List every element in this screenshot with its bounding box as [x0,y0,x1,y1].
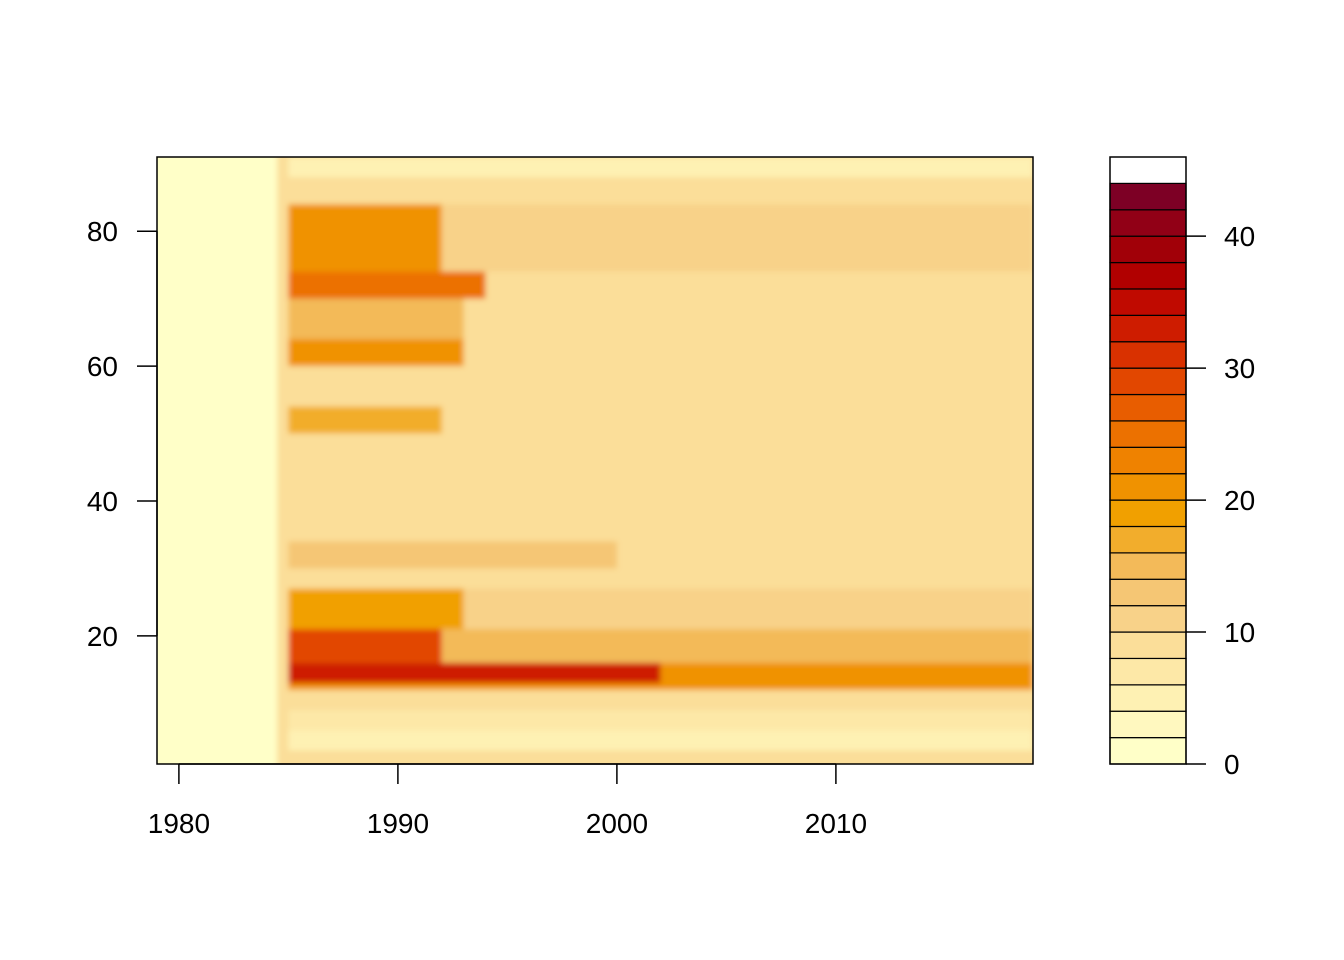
colorbar-swatch [1109,288,1187,316]
heatmap-cell [288,629,442,663]
heatmap-cell [463,588,1033,630]
colorbar-frame [1109,156,1187,765]
colorbar-swatch [1109,684,1187,712]
heatmap-cell [288,366,1033,407]
heatmap-cell [288,541,617,569]
x-tick-label: 1980 [148,808,210,839]
colorbar-swatch [1109,552,1187,580]
colorbar-tick-label: 0 [1224,749,1240,780]
x-tick-label: 2010 [805,808,867,839]
heatmap-cell [288,689,1033,711]
colorbar-swatch [1109,710,1187,739]
x-axis: 1980 1990 2000 2010 [148,763,867,839]
colorbar-swatch [1109,209,1187,237]
colorbar-tick-label: 40 [1224,221,1255,252]
heatmap-cell [660,662,1033,684]
colorbar-swatch [1109,578,1187,607]
colorbar-tick-label: 20 [1224,485,1255,516]
heatmap-cell [288,339,464,367]
heatmap-cell [288,568,1033,589]
colorbar-swatch [1109,393,1187,422]
colorbar-swatch [1109,657,1187,686]
colorbar-legend: 0 10 20 30 40 [1109,156,1255,780]
heatmap-cell [441,204,1033,272]
colorbar-tick-label: 30 [1224,353,1255,384]
heatmap-cells [277,157,1033,764]
y-tick-label: 80 [87,216,118,247]
colorbar-swatch [1109,737,1187,765]
plot-area [156,156,1034,765]
colorbar-swatch [1109,473,1187,501]
colorbar-swatch [1109,235,1187,264]
y-tick-label: 40 [87,486,118,517]
heatmap-cell [288,177,1033,205]
colorbar-swatch [1109,341,1187,369]
colorbar-swatch [1109,367,1187,396]
colorbar-swatch [1109,314,1187,343]
colorbar-tick-label: 10 [1224,617,1255,648]
colorbar-swatch [1109,261,1187,290]
x-tick-label: 2000 [586,808,648,839]
colorbar-swatch [1109,499,1187,528]
x-tick-label: 1990 [367,808,429,839]
heatmap-cell [288,710,1033,731]
colorbar-swatch [1109,605,1187,633]
heatmap-cell [288,298,464,340]
heatmap-cell [288,271,486,299]
colorbar-swatch [1109,525,1187,554]
heatmap-cell [288,683,1033,690]
colorbar-swatch [1109,420,1187,448]
heatmap-cell [288,662,661,684]
heatmap-cell [288,588,464,630]
colorbar-swatch [1109,182,1187,211]
heatmap-cell [288,433,1033,542]
colorbar-swatch [1109,631,1187,660]
colorbar-swatch [1109,446,1187,475]
heatmap-cell [288,406,442,434]
heatmap-cell [288,157,1033,178]
y-tick-label: 20 [87,621,118,652]
heatmap-cell [288,730,1033,751]
heatmap-cell [288,204,442,272]
y-axis: 20 40 60 80 [87,216,158,652]
y-tick-label: 60 [87,351,118,382]
heatmap-cell [441,629,1033,663]
